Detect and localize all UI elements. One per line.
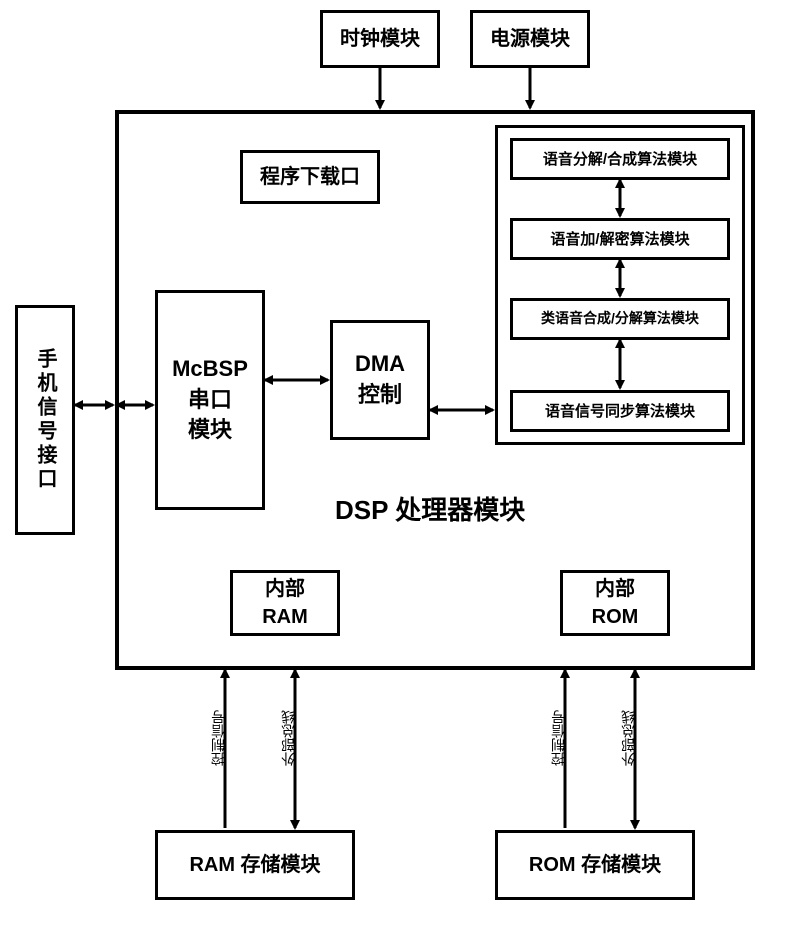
ram-ctrl-label: 控制信号 — [208, 710, 228, 766]
internal-rom: 内部 ROM — [560, 570, 670, 636]
internal-rom-label: 内部 ROM — [592, 575, 639, 631]
prog-download-label: 程序下载口 — [260, 163, 360, 191]
internal-ram: 内部 RAM — [230, 570, 340, 636]
algo-1: 语音分解/合成算法模块 — [510, 138, 730, 180]
power-label: 电源模块 — [490, 25, 570, 53]
algo-2-label: 语音加/解密算法模块 — [550, 229, 689, 250]
ram-bus-label: 外部总线 — [278, 710, 298, 766]
phone-interface: 手机信号接口 — [15, 305, 75, 535]
dma-module: DMA 控制 — [330, 320, 430, 440]
algo-2: 语音加/解密算法模块 — [510, 218, 730, 260]
dsp-title-label: DSP 处理器模块 — [335, 495, 525, 525]
rom-bus-label: 外部总线 — [618, 710, 638, 766]
rom-storage-label: ROM 存储模块 — [529, 851, 661, 879]
algo-3-label: 类语音合成/分解算法模块 — [541, 309, 699, 329]
clock-label: 时钟模块 — [340, 25, 420, 53]
internal-ram-label: 内部 RAM — [262, 575, 308, 631]
phone-interface-label: 手机信号接口 — [31, 348, 59, 492]
clock-module: 时钟模块 — [320, 10, 440, 68]
rom-ctrl-label: 控制信号 — [548, 710, 568, 766]
dma-label: DMA 控制 — [355, 349, 405, 411]
algo-4: 语音信号同步算法模块 — [510, 390, 730, 432]
dsp-title: DSP 处理器模块 — [335, 490, 525, 527]
power-module: 电源模块 — [470, 10, 590, 68]
rom-storage: ROM 存储模块 — [495, 830, 695, 900]
ram-storage-label: RAM 存储模块 — [189, 851, 320, 879]
ram-storage: RAM 存储模块 — [155, 830, 355, 900]
algo-1-label: 语音分解/合成算法模块 — [543, 149, 697, 170]
algo-3: 类语音合成/分解算法模块 — [510, 298, 730, 340]
mcbsp-label: McBSP 串口 模块 — [172, 354, 248, 446]
prog-download: 程序下载口 — [240, 150, 380, 204]
algo-4-label: 语音信号同步算法模块 — [545, 401, 695, 422]
mcbsp-module: McBSP 串口 模块 — [155, 290, 265, 510]
